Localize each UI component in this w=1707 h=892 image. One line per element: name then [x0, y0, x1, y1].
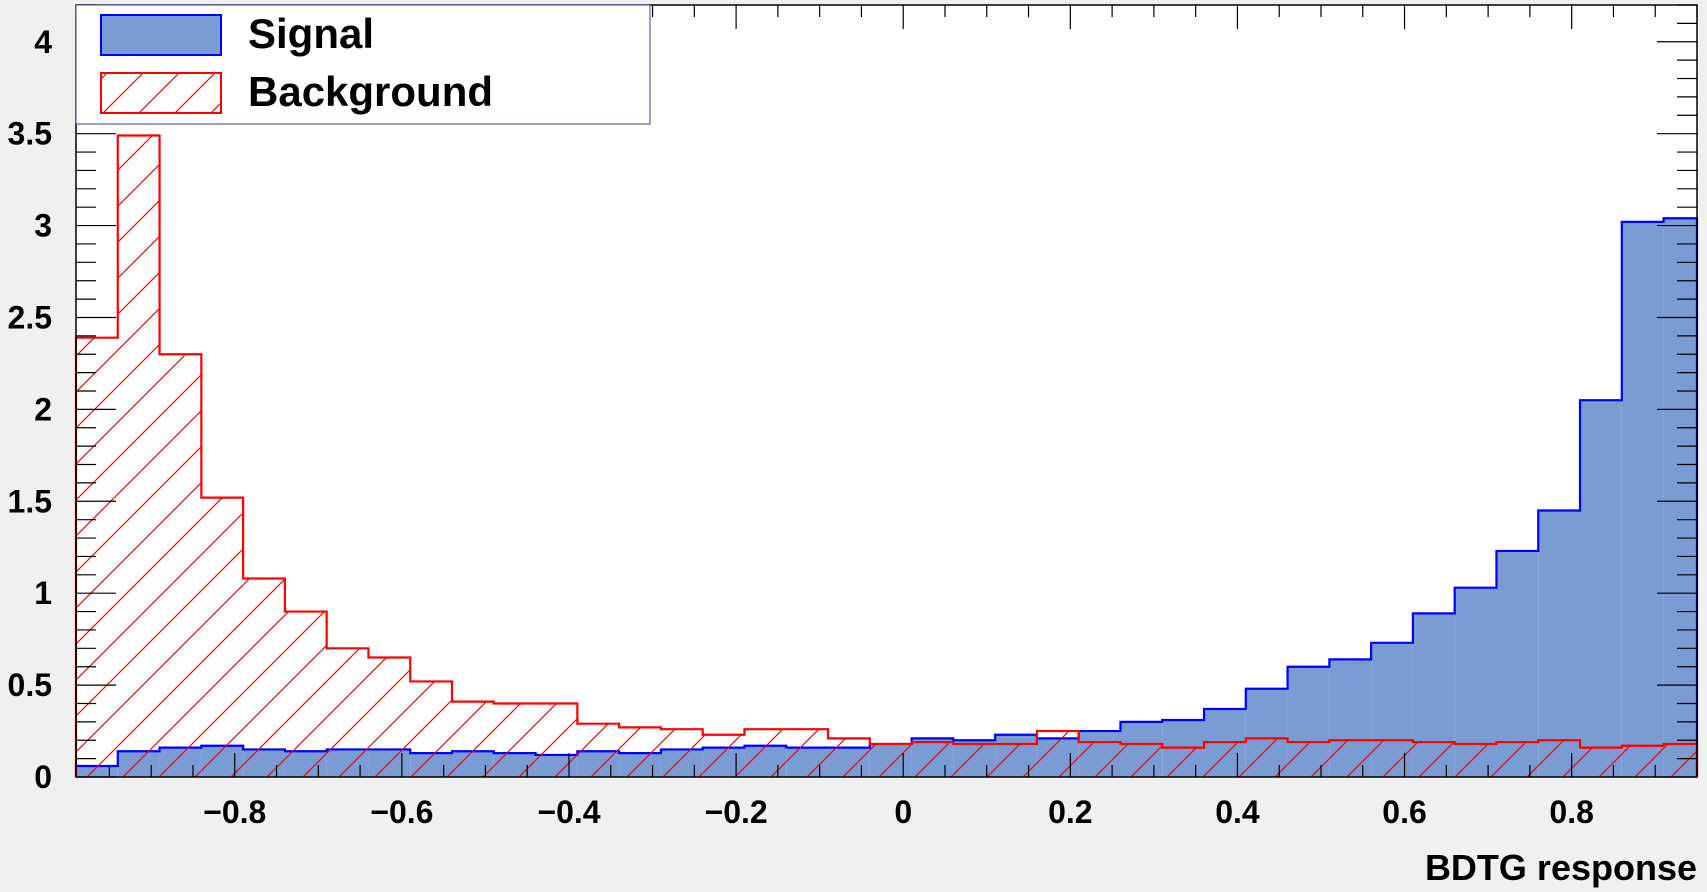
background-bin-bar — [828, 738, 870, 777]
y-tick-label: 2.5 — [8, 299, 52, 335]
signal-bin-bar — [1538, 510, 1581, 777]
background-bin-bar — [284, 611, 327, 777]
background-histogram — [74, 134, 1699, 777]
background-bin-bar — [995, 743, 1037, 777]
background-bin-bar — [201, 497, 244, 777]
background-bin-bar — [619, 727, 661, 777]
legend-signal-swatch — [100, 14, 222, 56]
background-bin-bar — [702, 734, 745, 777]
signal-bin-bar — [1496, 550, 1539, 777]
background-bin-bar — [577, 723, 620, 777]
background-bin-bar — [869, 743, 912, 777]
background-bin-bar — [410, 681, 453, 777]
background-bin-bar — [1162, 747, 1205, 777]
background-bin-bar — [1204, 742, 1246, 777]
background-bin-bar — [117, 135, 160, 777]
x-tick-label: 0.8 — [1549, 794, 1593, 830]
background-bin-bar — [660, 729, 703, 777]
background-bin-bar — [1580, 747, 1622, 777]
legend-signal-label: Signal — [248, 10, 374, 57]
y-tick-label: 0.5 — [8, 667, 52, 703]
legend-background-label: Background — [248, 68, 493, 115]
background-bin-bar — [1245, 738, 1288, 777]
x-tick-label: 0 — [894, 794, 912, 830]
legend-background-swatch — [100, 72, 222, 114]
y-tick-label: 3.5 — [8, 116, 52, 152]
background-bin-bar — [1621, 745, 1664, 777]
y-tick-label: 2 — [34, 391, 52, 427]
background-bin-bar — [953, 743, 996, 777]
x-axis-title: BDTG response — [1425, 847, 1697, 888]
background-bin-bar — [243, 578, 285, 777]
x-tick-label: −0.2 — [705, 794, 768, 830]
x-tick-label: 0.6 — [1382, 794, 1426, 830]
y-tick-label: 3 — [34, 208, 52, 244]
background-bin-bar — [76, 337, 118, 777]
background-bin-bar — [1120, 743, 1163, 777]
background-bin-bar — [1036, 731, 1079, 777]
background-bin-bar — [535, 703, 578, 777]
background-bin-bar — [744, 729, 787, 777]
background-bin-bar — [1078, 742, 1121, 777]
background-outline — [74, 134, 1699, 777]
background-bin-bar — [1496, 742, 1539, 777]
background-bin-bar — [786, 729, 829, 777]
background-bin-bar — [493, 703, 536, 777]
legend: Signal Background — [75, 4, 651, 125]
x-tick-label: 0.4 — [1215, 794, 1260, 830]
background-bin-bar — [911, 742, 954, 777]
x-tick-label: 0.2 — [1048, 794, 1092, 830]
x-tick-label: −0.4 — [537, 794, 600, 830]
background-bin-bar — [1371, 740, 1413, 777]
background-bin-bar — [1663, 743, 1697, 777]
background-bin-bar — [1454, 743, 1497, 777]
y-tick-label: 1.5 — [8, 483, 52, 519]
background-bin-bar — [1412, 742, 1455, 777]
background-bin-bar — [1287, 742, 1330, 777]
background-bin-bar — [326, 648, 369, 777]
plot-frame — [75, 4, 1698, 778]
y-tick-labels: 0 0.5 1 1.5 2 2.5 3 3.5 4 — [8, 24, 53, 795]
background-bin-bar — [1538, 740, 1581, 777]
background-bin-bar — [368, 657, 411, 777]
x-tick-label: −0.8 — [203, 794, 266, 830]
x-tick-labels: −0.8 −0.6 −0.4 −0.2 0 0.2 0.4 0.6 0.8 — [203, 794, 1594, 830]
signal-bin-bar — [1580, 400, 1622, 777]
y-tick-label: 4 — [34, 24, 52, 60]
signal-bin-bar — [1663, 218, 1697, 777]
y-tick-label: 0 — [34, 759, 52, 795]
signal-bin-bar — [1621, 221, 1664, 777]
y-tick-label: 1 — [34, 575, 52, 611]
background-bin-bar — [159, 354, 202, 777]
background-bin-bar — [452, 701, 494, 777]
background-bin-bar — [1329, 740, 1372, 777]
x-tick-label: −0.6 — [370, 794, 433, 830]
